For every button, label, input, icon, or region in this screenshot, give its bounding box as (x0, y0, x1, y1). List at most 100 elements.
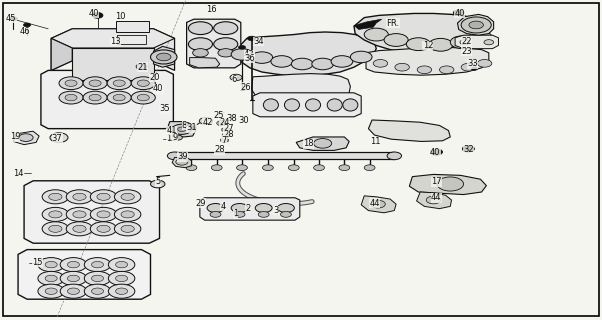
Text: 44: 44 (431, 193, 441, 202)
Circle shape (67, 288, 79, 294)
Text: 42: 42 (202, 118, 213, 127)
Circle shape (137, 94, 149, 101)
Circle shape (73, 211, 86, 218)
Text: 28: 28 (223, 130, 234, 139)
Circle shape (258, 212, 269, 217)
Circle shape (65, 80, 77, 86)
Text: 40: 40 (153, 84, 163, 93)
Text: 4: 4 (220, 202, 226, 211)
Circle shape (60, 284, 87, 298)
Circle shape (38, 271, 64, 285)
Circle shape (471, 67, 477, 70)
Text: 46: 46 (19, 27, 30, 36)
Circle shape (49, 193, 62, 200)
Polygon shape (417, 192, 452, 209)
Polygon shape (72, 48, 154, 80)
Circle shape (38, 284, 64, 298)
Circle shape (339, 165, 350, 171)
Circle shape (189, 126, 196, 130)
Circle shape (73, 225, 86, 232)
Circle shape (417, 66, 432, 74)
Circle shape (84, 258, 111, 272)
Polygon shape (154, 46, 175, 67)
Circle shape (281, 212, 291, 217)
Circle shape (157, 53, 171, 61)
Text: 13: 13 (110, 37, 121, 46)
Circle shape (10, 17, 17, 20)
Circle shape (92, 12, 103, 18)
Circle shape (60, 271, 87, 285)
Text: 40: 40 (455, 9, 465, 18)
Circle shape (84, 271, 111, 285)
Circle shape (384, 34, 408, 46)
Circle shape (67, 261, 79, 268)
Polygon shape (51, 38, 72, 70)
Circle shape (437, 177, 464, 191)
Circle shape (182, 123, 191, 127)
Circle shape (312, 58, 334, 70)
Polygon shape (18, 250, 150, 299)
Circle shape (90, 207, 117, 221)
Text: 24: 24 (219, 118, 229, 127)
Bar (175, 152, 394, 159)
Circle shape (73, 193, 86, 200)
Circle shape (89, 80, 101, 86)
Circle shape (65, 94, 77, 101)
Polygon shape (200, 198, 300, 220)
Circle shape (450, 36, 474, 49)
Circle shape (230, 74, 242, 81)
Circle shape (291, 58, 313, 70)
Circle shape (107, 91, 131, 104)
Circle shape (42, 222, 69, 236)
Circle shape (461, 63, 476, 71)
Circle shape (131, 77, 155, 90)
Circle shape (231, 49, 253, 60)
Text: 27: 27 (223, 124, 234, 133)
Circle shape (247, 36, 256, 41)
Text: 20: 20 (149, 73, 160, 82)
Circle shape (364, 28, 388, 41)
Circle shape (217, 121, 226, 126)
Circle shape (83, 77, 107, 90)
Circle shape (207, 204, 224, 212)
Circle shape (188, 22, 213, 35)
Circle shape (477, 60, 492, 67)
Circle shape (114, 222, 141, 236)
Text: 5: 5 (155, 177, 161, 186)
Circle shape (90, 190, 117, 204)
Text: 9: 9 (172, 133, 178, 142)
Polygon shape (366, 47, 489, 75)
Text: 40: 40 (430, 148, 440, 157)
Text: 15: 15 (33, 258, 43, 267)
Circle shape (220, 138, 229, 142)
Text: 10: 10 (116, 12, 126, 21)
Text: 43: 43 (244, 50, 255, 59)
Circle shape (222, 133, 231, 137)
Ellipse shape (343, 99, 358, 111)
Ellipse shape (327, 99, 342, 111)
Circle shape (214, 22, 238, 35)
Text: 34: 34 (253, 37, 264, 46)
Polygon shape (51, 29, 175, 48)
Bar (116, 21, 149, 32)
Circle shape (45, 275, 57, 282)
Circle shape (92, 275, 104, 282)
Text: 15: 15 (166, 134, 176, 143)
Polygon shape (361, 196, 396, 213)
Text: 41: 41 (166, 126, 176, 135)
Text: 6: 6 (232, 75, 237, 84)
Circle shape (314, 165, 324, 171)
Circle shape (199, 117, 213, 124)
Text: 19: 19 (10, 132, 20, 141)
Circle shape (66, 207, 93, 221)
Circle shape (49, 225, 62, 232)
Circle shape (92, 288, 104, 294)
Circle shape (50, 133, 68, 142)
Ellipse shape (306, 99, 320, 111)
Polygon shape (296, 137, 349, 150)
Circle shape (186, 165, 197, 171)
Text: 18: 18 (303, 140, 314, 148)
Circle shape (83, 91, 107, 104)
Text: 23: 23 (461, 47, 472, 56)
Circle shape (172, 124, 191, 134)
